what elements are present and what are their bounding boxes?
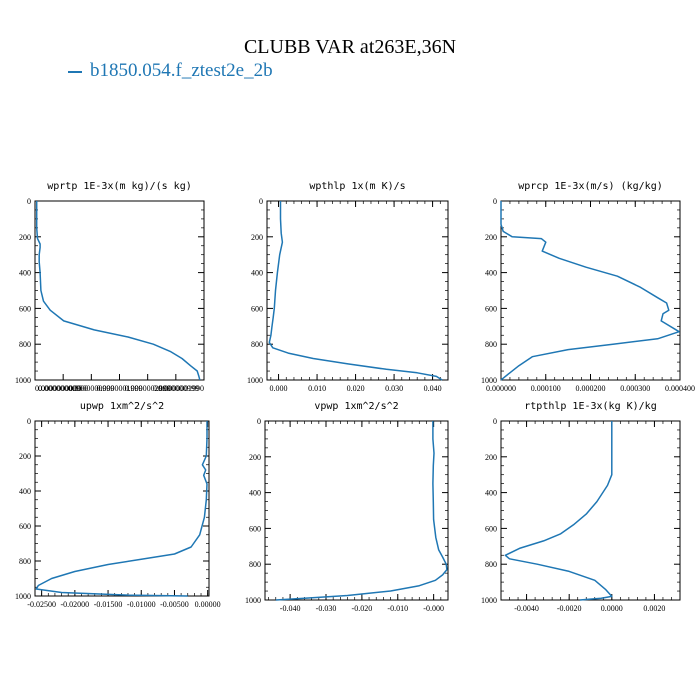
x-tick-label: 0.030 — [385, 384, 403, 393]
panel-title: wpthlp 1x(m K)/s — [309, 181, 405, 192]
y-tick-label: 600 — [19, 522, 31, 531]
legend: b1850.054.f_ztest2e_2b — [68, 60, 273, 82]
series-line — [35, 421, 208, 597]
y-tick-label: 0 — [493, 417, 497, 426]
y-tick-label: 200 — [251, 233, 263, 242]
y-tick-label: 800 — [485, 340, 497, 349]
y-tick-label: 200 — [485, 233, 497, 242]
series-line — [35, 201, 201, 381]
y-tick-label: 1000 — [15, 592, 31, 601]
x-tick-label: -0.030 — [316, 604, 337, 613]
panel-title: rtpthlp 1E-3x(kg K)/kg — [524, 401, 656, 412]
panel-1: wprtp 1E-3x(m kg)/(s kg) 0 200 400 600 800 100… — [15, 181, 205, 393]
y-tick-label: 1000 — [247, 376, 263, 385]
y-tick-label: 600 — [251, 304, 263, 313]
x-tick-label: 0.0000000999 — [153, 384, 199, 393]
panel-5: vpwp 1xm^2/s^2 0 200 400 600 800 1000 -0.040 -0.… — [245, 401, 449, 613]
x-tick-label: -0.010 — [387, 604, 408, 613]
x-tick-label: 0.0000002999 — [125, 384, 171, 393]
panel-title: wprcp 1E-3x(m/s) (kg/kg) — [518, 181, 663, 192]
y-tick-label: 0 — [493, 197, 497, 206]
x-tick-label: 0.00000000900 — [38, 384, 88, 393]
x-tick-label: -0.02500 — [27, 600, 56, 609]
y-tick-label: 800 — [485, 560, 497, 569]
x-tick-label: 0.040 — [424, 384, 442, 393]
plot-frame — [500, 200, 681, 381]
y-tick-label: 800 — [19, 340, 31, 349]
plot-frame — [266, 200, 449, 381]
plot-frame — [34, 420, 210, 597]
y-tick-label: 800 — [19, 557, 31, 566]
panel-3: wprcp 1E-3x(m/s) (kg/kg) 0 200 400 600 800 100… — [481, 181, 695, 393]
y-tick-label: 0 — [27, 417, 31, 426]
y-tick-label: 400 — [249, 489, 261, 498]
x-tick-label: 0.000400 — [665, 384, 695, 393]
x-tick-label: 0.00000 — [195, 600, 221, 609]
series-line — [268, 201, 443, 381]
panel-6: rtpthlp 1E-3x(kg K)/kg 0 200 400 600 800 1000 -… — [481, 401, 681, 613]
x-tick-label: 0.0000 — [601, 604, 623, 613]
series-line — [500, 201, 680, 381]
legend-line-swatch — [68, 70, 82, 73]
y-tick-label: 1000 — [245, 596, 261, 605]
y-tick-label: 800 — [249, 560, 261, 569]
y-tick-label: 1000 — [15, 376, 31, 385]
x-tick-label: 0.000300 — [620, 384, 650, 393]
x-tick-label: -0.0040 — [514, 604, 539, 613]
series-line — [275, 421, 448, 601]
y-tick-label: 400 — [485, 269, 497, 278]
x-tick-label: -0.01500 — [94, 600, 123, 609]
panel-title: upwp 1xm^2/s^2 — [80, 401, 164, 412]
x-tick-label: -0.000 — [423, 604, 444, 613]
y-tick-label: 200 — [485, 453, 497, 462]
x-tick-label: -0.040 — [280, 604, 301, 613]
x-tick-label: -0.02000 — [61, 600, 90, 609]
panel-title: vpwp 1xm^2/s^2 — [314, 401, 398, 412]
panel-title: wprtp 1E-3x(m kg)/(s kg) — [47, 181, 192, 192]
y-tick-label: 0 — [27, 197, 31, 206]
x-tick-label: -0.01000 — [127, 600, 156, 609]
x-tick-label: 0.020 — [347, 384, 365, 393]
y-tick-label: 400 — [19, 487, 31, 496]
y-tick-label: 400 — [19, 269, 31, 278]
x-tick-label: 0.000200 — [576, 384, 606, 393]
plot-frame — [500, 420, 681, 601]
y-tick-label: 800 — [251, 340, 263, 349]
figure-title: CLUBB VAR at263E,36N — [243, 36, 457, 58]
y-tick-label: 600 — [19, 304, 31, 313]
y-tick-label: 0 — [257, 417, 261, 426]
y-tick-label: 400 — [485, 489, 497, 498]
y-tick-label: 200 — [19, 452, 31, 461]
x-tick-label: 0.000 — [270, 384, 288, 393]
x-tick-label: -0.00500 — [160, 600, 189, 609]
y-tick-label: 600 — [485, 524, 497, 533]
y-tick-label: 400 — [251, 269, 263, 278]
x-tick-label: 0.0000001990 — [158, 384, 204, 393]
x-tick-label: 0.000000 — [486, 384, 516, 393]
y-tick-label: 600 — [249, 524, 261, 533]
x-tick-label: 0.0000001999 — [97, 384, 143, 393]
y-tick-label: 0 — [259, 197, 263, 206]
plot-frame — [264, 420, 449, 601]
x-tick-label: 0.010 — [308, 384, 326, 393]
x-tick-label: 0.0000000000 — [35, 384, 81, 393]
y-tick-label: 200 — [249, 453, 261, 462]
x-tick-label: -0.020 — [352, 604, 373, 613]
panel-4: upwp 1xm^2/s^202004006008001000-0.02500-… — [15, 401, 221, 609]
series-line — [504, 421, 613, 601]
panel-2: wpthlp 1x(m K)/s 0 200 400 600 800 1000 0.000 0.… — [247, 181, 449, 393]
y-tick-label: 1000 — [481, 376, 497, 385]
y-tick-label: 1000 — [481, 596, 497, 605]
x-tick-label: 0.0020 — [643, 604, 665, 613]
legend-label: b1850.054.f_ztest2e_2b — [90, 60, 273, 81]
y-tick-label: 200 — [19, 233, 31, 242]
plot-frame — [34, 200, 205, 381]
x-tick-label: 0.000100 — [531, 384, 561, 393]
y-tick-label: 600 — [485, 304, 497, 313]
x-tick-label: 0.0000000999 — [68, 384, 114, 393]
x-tick-label: -0.0020 — [557, 604, 582, 613]
